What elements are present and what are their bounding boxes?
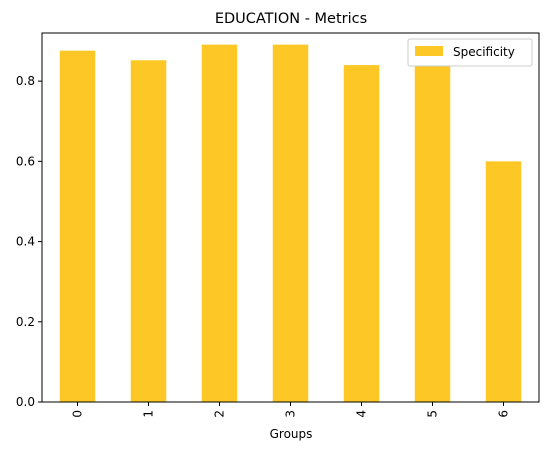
y-axis: 0.0 0.2 0.4 0.6 0.8 [16,74,42,409]
bar-2 [201,44,238,402]
x-tick-label: 5 [426,410,440,418]
x-tick-label: 0 [71,410,85,418]
bar-0 [59,50,96,402]
x-tick-label: 3 [284,410,298,418]
y-tick-label: 0.0 [16,395,35,409]
y-tick-label: 0.4 [16,235,35,249]
legend-label: Specificity [453,45,515,59]
y-tick-label: 0.2 [16,315,35,329]
y-tick-label: 0.8 [16,74,35,88]
legend: Specificity [407,38,533,67]
y-tick-label: 0.6 [16,154,35,168]
plot-frame [41,32,540,403]
bar-1 [130,60,167,402]
x-tick-label: 2 [213,410,227,418]
bar-4 [343,65,380,402]
legend-swatch [415,46,443,56]
x-axis: 0 1 2 3 4 5 6 [71,402,511,418]
x-tick-label: 4 [355,410,369,418]
x-axis-label: Groups [270,427,313,441]
chart-title: EDUCATION - Metrics [215,11,367,27]
bars-group [59,44,522,402]
bar-6 [485,161,522,402]
bar-3 [272,44,309,402]
legend-frame [407,38,533,67]
x-tick-label: 6 [497,410,511,418]
x-tick-label: 1 [142,410,156,418]
bar-5 [414,64,451,402]
